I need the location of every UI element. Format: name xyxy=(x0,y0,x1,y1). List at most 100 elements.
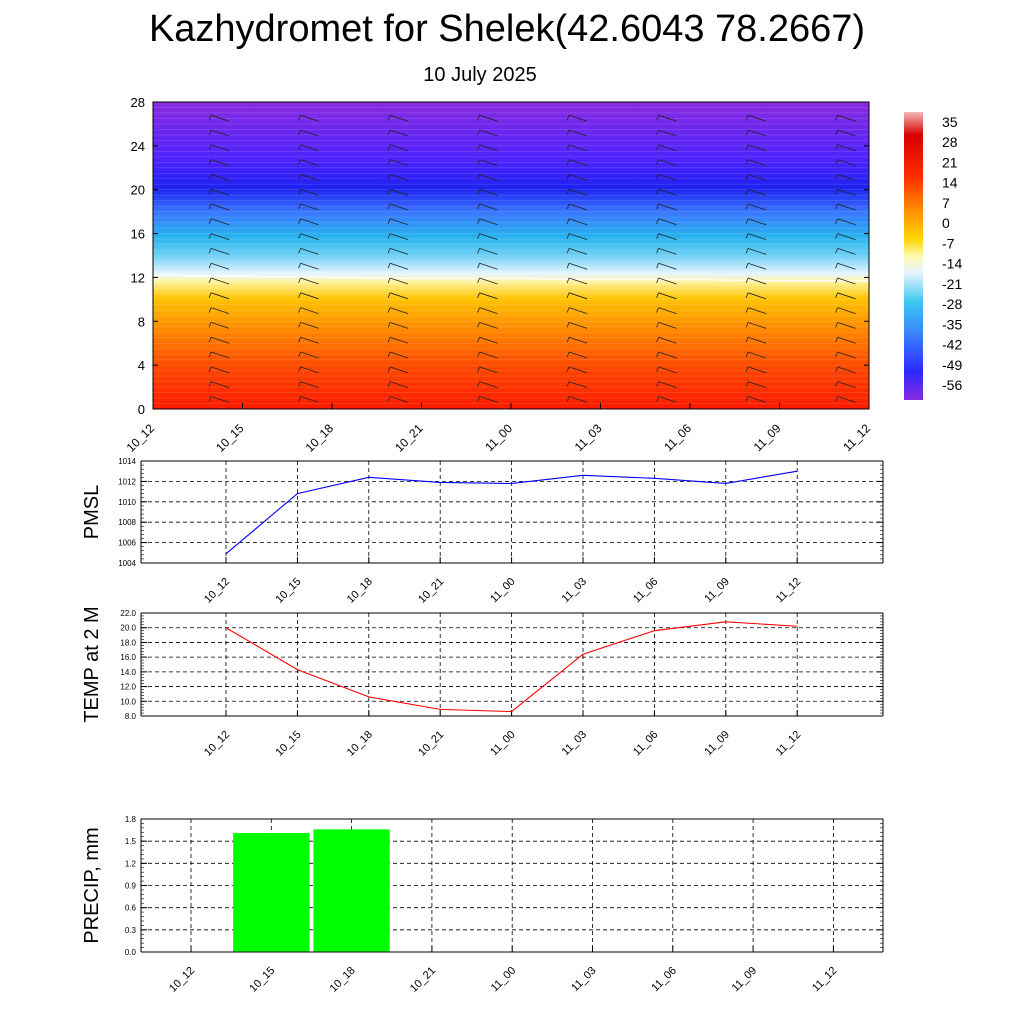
wind-barb-staff xyxy=(837,351,856,359)
wind-barb xyxy=(477,396,498,403)
wind-barb xyxy=(387,292,409,300)
wind-barb xyxy=(477,159,498,166)
colorbar-label: 14 xyxy=(942,175,958,191)
wind-barb-staff xyxy=(568,307,588,314)
wind-barb-flag xyxy=(566,115,570,121)
wind-barb xyxy=(566,381,588,388)
wind-barb xyxy=(208,277,230,285)
x-tick-label: 11_03 xyxy=(560,576,590,606)
y-tick-label: 16 xyxy=(131,227,145,242)
wind-barb-staff xyxy=(389,129,409,137)
wind-barb-flag xyxy=(566,292,570,298)
wind-barb-staff xyxy=(568,277,588,285)
wind-barb xyxy=(298,396,319,403)
colorbar: 35 28 21 14 7 0 -7 -14 -21 -28 -35 -42 -49 -56 xyxy=(904,112,962,400)
wind-barb-flag xyxy=(745,263,749,269)
wind-barb xyxy=(745,307,767,314)
x-tick-label: 11_09 xyxy=(751,421,784,454)
wind-barb xyxy=(745,351,767,359)
wind-barb-staff xyxy=(300,292,319,300)
wind-barb-flag xyxy=(656,322,659,328)
y-tick-label: 10.0 xyxy=(120,697,136,706)
wind-barb xyxy=(656,381,677,388)
wind-barb xyxy=(387,129,409,137)
y-tick-label: 1.2 xyxy=(125,859,137,868)
wind-barb-staff xyxy=(658,351,677,359)
wind-barb-staff xyxy=(837,277,856,285)
wind-barb-flag xyxy=(566,337,570,343)
wind-barb xyxy=(566,129,588,137)
wind-barb-staff xyxy=(568,114,588,122)
colorbar-label: -42 xyxy=(942,337,962,353)
wind-barb-flag xyxy=(387,337,391,343)
wind-barb-staff xyxy=(747,159,767,166)
wind-barb xyxy=(477,277,498,285)
wind-barb-flag xyxy=(208,396,212,402)
wind-barb-flag xyxy=(745,366,749,372)
wind-barb-staff xyxy=(479,307,498,314)
wind-barb-staff xyxy=(837,174,856,181)
wind-barb-flag xyxy=(387,144,391,150)
wind-barb xyxy=(477,188,498,196)
wind-barb-flag xyxy=(835,337,838,343)
wind-barb-staff xyxy=(568,336,588,344)
wind-barb xyxy=(656,366,677,374)
y-tick-label: 1010 xyxy=(118,498,136,507)
wind-barb xyxy=(835,336,856,344)
wind-barb-flag xyxy=(566,351,570,358)
wind-barb-flag xyxy=(566,307,570,313)
x-tick-label: 10_12 xyxy=(167,965,197,995)
wind-barb-staff xyxy=(210,292,230,300)
wind-barb xyxy=(566,248,588,255)
wind-barb-staff xyxy=(658,396,677,403)
wind-barb-staff xyxy=(210,262,230,270)
wind-barb-flag xyxy=(745,337,749,343)
wind-barb xyxy=(656,336,677,344)
wind-barb-flag xyxy=(835,307,838,313)
wind-barb xyxy=(566,174,588,181)
wind-barb-staff xyxy=(389,114,409,122)
wind-barb-staff xyxy=(658,218,677,226)
wind-barb-flag xyxy=(208,129,212,136)
wind-barb-flag xyxy=(566,174,570,180)
wind-barb xyxy=(835,174,856,181)
wind-barb-flag xyxy=(656,263,659,269)
wind-barb-flag xyxy=(298,351,301,358)
wind-barb-flag xyxy=(298,248,301,254)
wind-barb-staff xyxy=(568,129,588,137)
precip-bar xyxy=(313,829,390,952)
wind-barb xyxy=(298,248,319,255)
wind-barb-flag xyxy=(656,351,659,358)
wind-barb-staff xyxy=(210,174,230,181)
x-tick-label: 11_03 xyxy=(560,729,590,759)
wind-barb xyxy=(835,188,856,196)
x-tick-label: 10_15 xyxy=(213,421,247,455)
wind-barb-staff xyxy=(479,381,498,388)
wind-barb-staff xyxy=(658,381,677,388)
wind-barb xyxy=(566,188,588,196)
wind-barb-flag xyxy=(387,174,391,180)
colorbar-label: -56 xyxy=(942,377,962,393)
wind-barb-staff xyxy=(837,322,856,329)
wind-barb-flag xyxy=(745,292,749,298)
wind-barb-staff xyxy=(658,233,677,240)
wind-barb-flag xyxy=(835,159,838,165)
wind-barb-staff xyxy=(479,188,498,196)
wind-barb-flag xyxy=(745,248,749,254)
wind-barb-staff xyxy=(389,233,409,240)
y-tick-label: 8.0 xyxy=(125,712,137,721)
wind-barb-flag xyxy=(298,203,301,210)
y-tick-label: 1008 xyxy=(118,518,136,527)
wind-barb xyxy=(656,233,677,240)
wind-barb-flag xyxy=(477,396,480,402)
wind-barb-staff xyxy=(568,248,588,255)
wind-barb-staff xyxy=(837,203,856,211)
wind-barb xyxy=(656,248,677,255)
wind-barb xyxy=(298,307,319,314)
wind-barb-staff xyxy=(300,277,319,285)
wind-barb xyxy=(566,396,588,403)
wind-barb-staff xyxy=(210,381,230,388)
wind-barb xyxy=(566,351,588,359)
wind-barb-staff xyxy=(479,366,498,374)
wind-barb-staff xyxy=(389,218,409,226)
